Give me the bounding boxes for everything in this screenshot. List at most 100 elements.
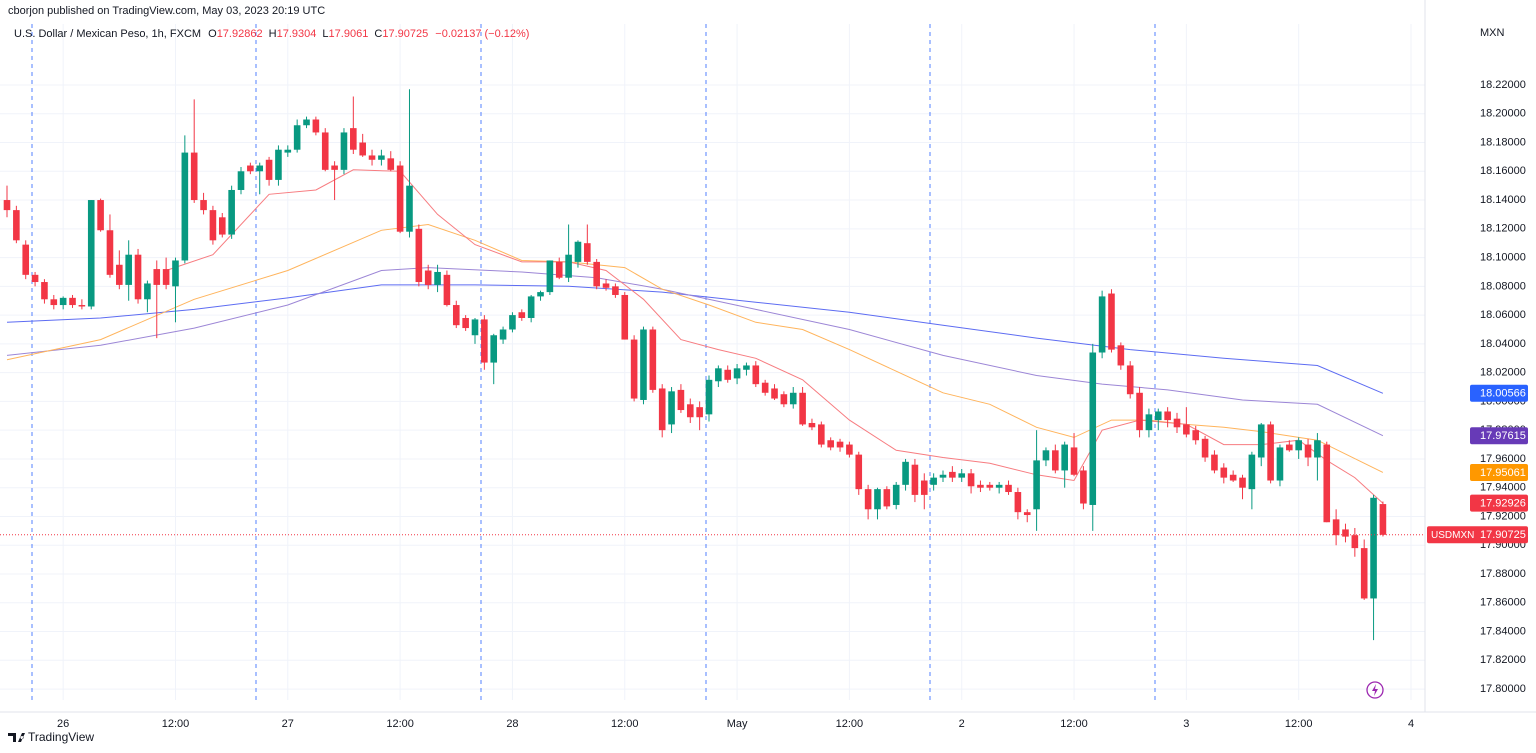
candle-body bbox=[827, 440, 834, 448]
candle-body bbox=[275, 149, 282, 180]
candle-body bbox=[967, 473, 975, 487]
price-tag-label: 17.92926 bbox=[1480, 498, 1526, 510]
candle-body bbox=[1042, 450, 1050, 461]
candle-body bbox=[378, 155, 385, 160]
candle-body bbox=[190, 152, 198, 201]
y-tick-label: 18.04000 bbox=[1480, 338, 1526, 350]
y-tick-label: 18.22000 bbox=[1480, 79, 1526, 91]
y-tick-label: 17.80000 bbox=[1480, 683, 1526, 695]
candle-body bbox=[1126, 365, 1134, 395]
x-tick-label: 12:00 bbox=[1060, 718, 1088, 730]
candle-body bbox=[593, 261, 600, 287]
candle-body bbox=[350, 128, 357, 150]
ohlc-prefix: L bbox=[322, 28, 328, 40]
candle-body bbox=[331, 165, 338, 170]
candle-body bbox=[1201, 438, 1209, 458]
candle-body bbox=[218, 217, 226, 235]
candle-body bbox=[41, 282, 48, 300]
candle-body bbox=[1052, 450, 1059, 471]
brand-logo bbox=[8, 733, 25, 742]
candle-body bbox=[471, 319, 479, 336]
candle-body bbox=[537, 292, 544, 297]
y-tick-label: 17.96000 bbox=[1480, 453, 1526, 465]
candle-body bbox=[555, 261, 563, 278]
candle-body bbox=[658, 388, 666, 431]
candle-body bbox=[1164, 411, 1171, 421]
candle-body bbox=[995, 484, 1003, 488]
candle-body bbox=[696, 407, 703, 418]
grid-layer bbox=[0, 24, 1425, 700]
axis-unit: MXN bbox=[1480, 27, 1505, 39]
candle-body bbox=[396, 165, 404, 232]
candle-body bbox=[733, 368, 741, 379]
candle-body bbox=[22, 244, 30, 275]
candle-body bbox=[1229, 474, 1237, 481]
candle-body bbox=[144, 283, 151, 300]
candle-body bbox=[265, 159, 273, 180]
candle-body bbox=[200, 200, 207, 211]
candle-body bbox=[1332, 519, 1340, 536]
candle-body bbox=[87, 200, 95, 307]
candle-body bbox=[1192, 430, 1200, 441]
change: −0.02137 (−0.12%) bbox=[435, 28, 529, 40]
candle-body bbox=[1023, 512, 1031, 516]
y-tick-label: 17.88000 bbox=[1480, 568, 1526, 580]
candle-body bbox=[293, 125, 301, 150]
ohlc-value: 17.90725 bbox=[382, 28, 428, 40]
session-breaks bbox=[31, 24, 1156, 700]
price-tag bbox=[1427, 526, 1528, 544]
candle-body bbox=[50, 299, 58, 306]
candle-body bbox=[799, 392, 806, 425]
x-tick-label: 4 bbox=[1408, 718, 1414, 730]
candle-body bbox=[228, 189, 235, 235]
y-tick-label: 17.84000 bbox=[1480, 625, 1526, 637]
candle-body bbox=[771, 388, 778, 399]
candle-body bbox=[1323, 444, 1331, 523]
x-tick-label: 12:00 bbox=[836, 718, 864, 730]
candle-body bbox=[1370, 497, 1377, 599]
y-tick-label: 17.86000 bbox=[1480, 597, 1526, 609]
candle-body bbox=[855, 454, 863, 490]
price-tag bbox=[1470, 463, 1528, 481]
candle-body bbox=[1351, 535, 1359, 549]
ohlc-value: 17.9304 bbox=[277, 28, 317, 40]
candle-body bbox=[958, 473, 966, 478]
candle-body bbox=[116, 264, 123, 285]
candle-body bbox=[1314, 440, 1321, 458]
y-tick-label: 18.16000 bbox=[1480, 165, 1526, 177]
candle-body bbox=[481, 319, 488, 363]
y-tick-label: 18.10000 bbox=[1480, 251, 1526, 263]
candle-body bbox=[649, 329, 657, 390]
candle-body bbox=[69, 297, 76, 306]
candle-body bbox=[883, 489, 891, 507]
alert-icon[interactable] bbox=[1366, 681, 1384, 699]
y-tick-label: 18.06000 bbox=[1480, 309, 1526, 321]
candle-body bbox=[574, 241, 582, 262]
candle-body bbox=[949, 471, 956, 478]
candle-body bbox=[1286, 444, 1293, 451]
price-tag-label: 17.95061 bbox=[1480, 467, 1526, 479]
candle-body bbox=[340, 132, 348, 170]
candle-body bbox=[13, 210, 20, 241]
candle-body bbox=[808, 422, 816, 428]
ohlc-prefix: O bbox=[208, 28, 217, 40]
candle-body bbox=[977, 484, 984, 488]
candle-body bbox=[1173, 418, 1181, 428]
candle-body bbox=[1061, 444, 1068, 471]
candle-body bbox=[462, 317, 469, 329]
candle-body bbox=[387, 158, 395, 170]
candle-body bbox=[247, 165, 254, 172]
y-tick-label: 18.14000 bbox=[1480, 194, 1526, 206]
ma-line bbox=[6, 284, 1384, 394]
candle-body bbox=[874, 489, 881, 510]
candle-body bbox=[920, 480, 928, 495]
candle-body bbox=[368, 155, 376, 160]
candle-body bbox=[724, 369, 732, 380]
candle-body bbox=[527, 296, 535, 318]
candle-body bbox=[1276, 447, 1284, 481]
candle-body bbox=[789, 392, 797, 405]
candle-body bbox=[59, 297, 67, 306]
candle-body bbox=[256, 165, 264, 172]
candle-body bbox=[284, 149, 292, 153]
